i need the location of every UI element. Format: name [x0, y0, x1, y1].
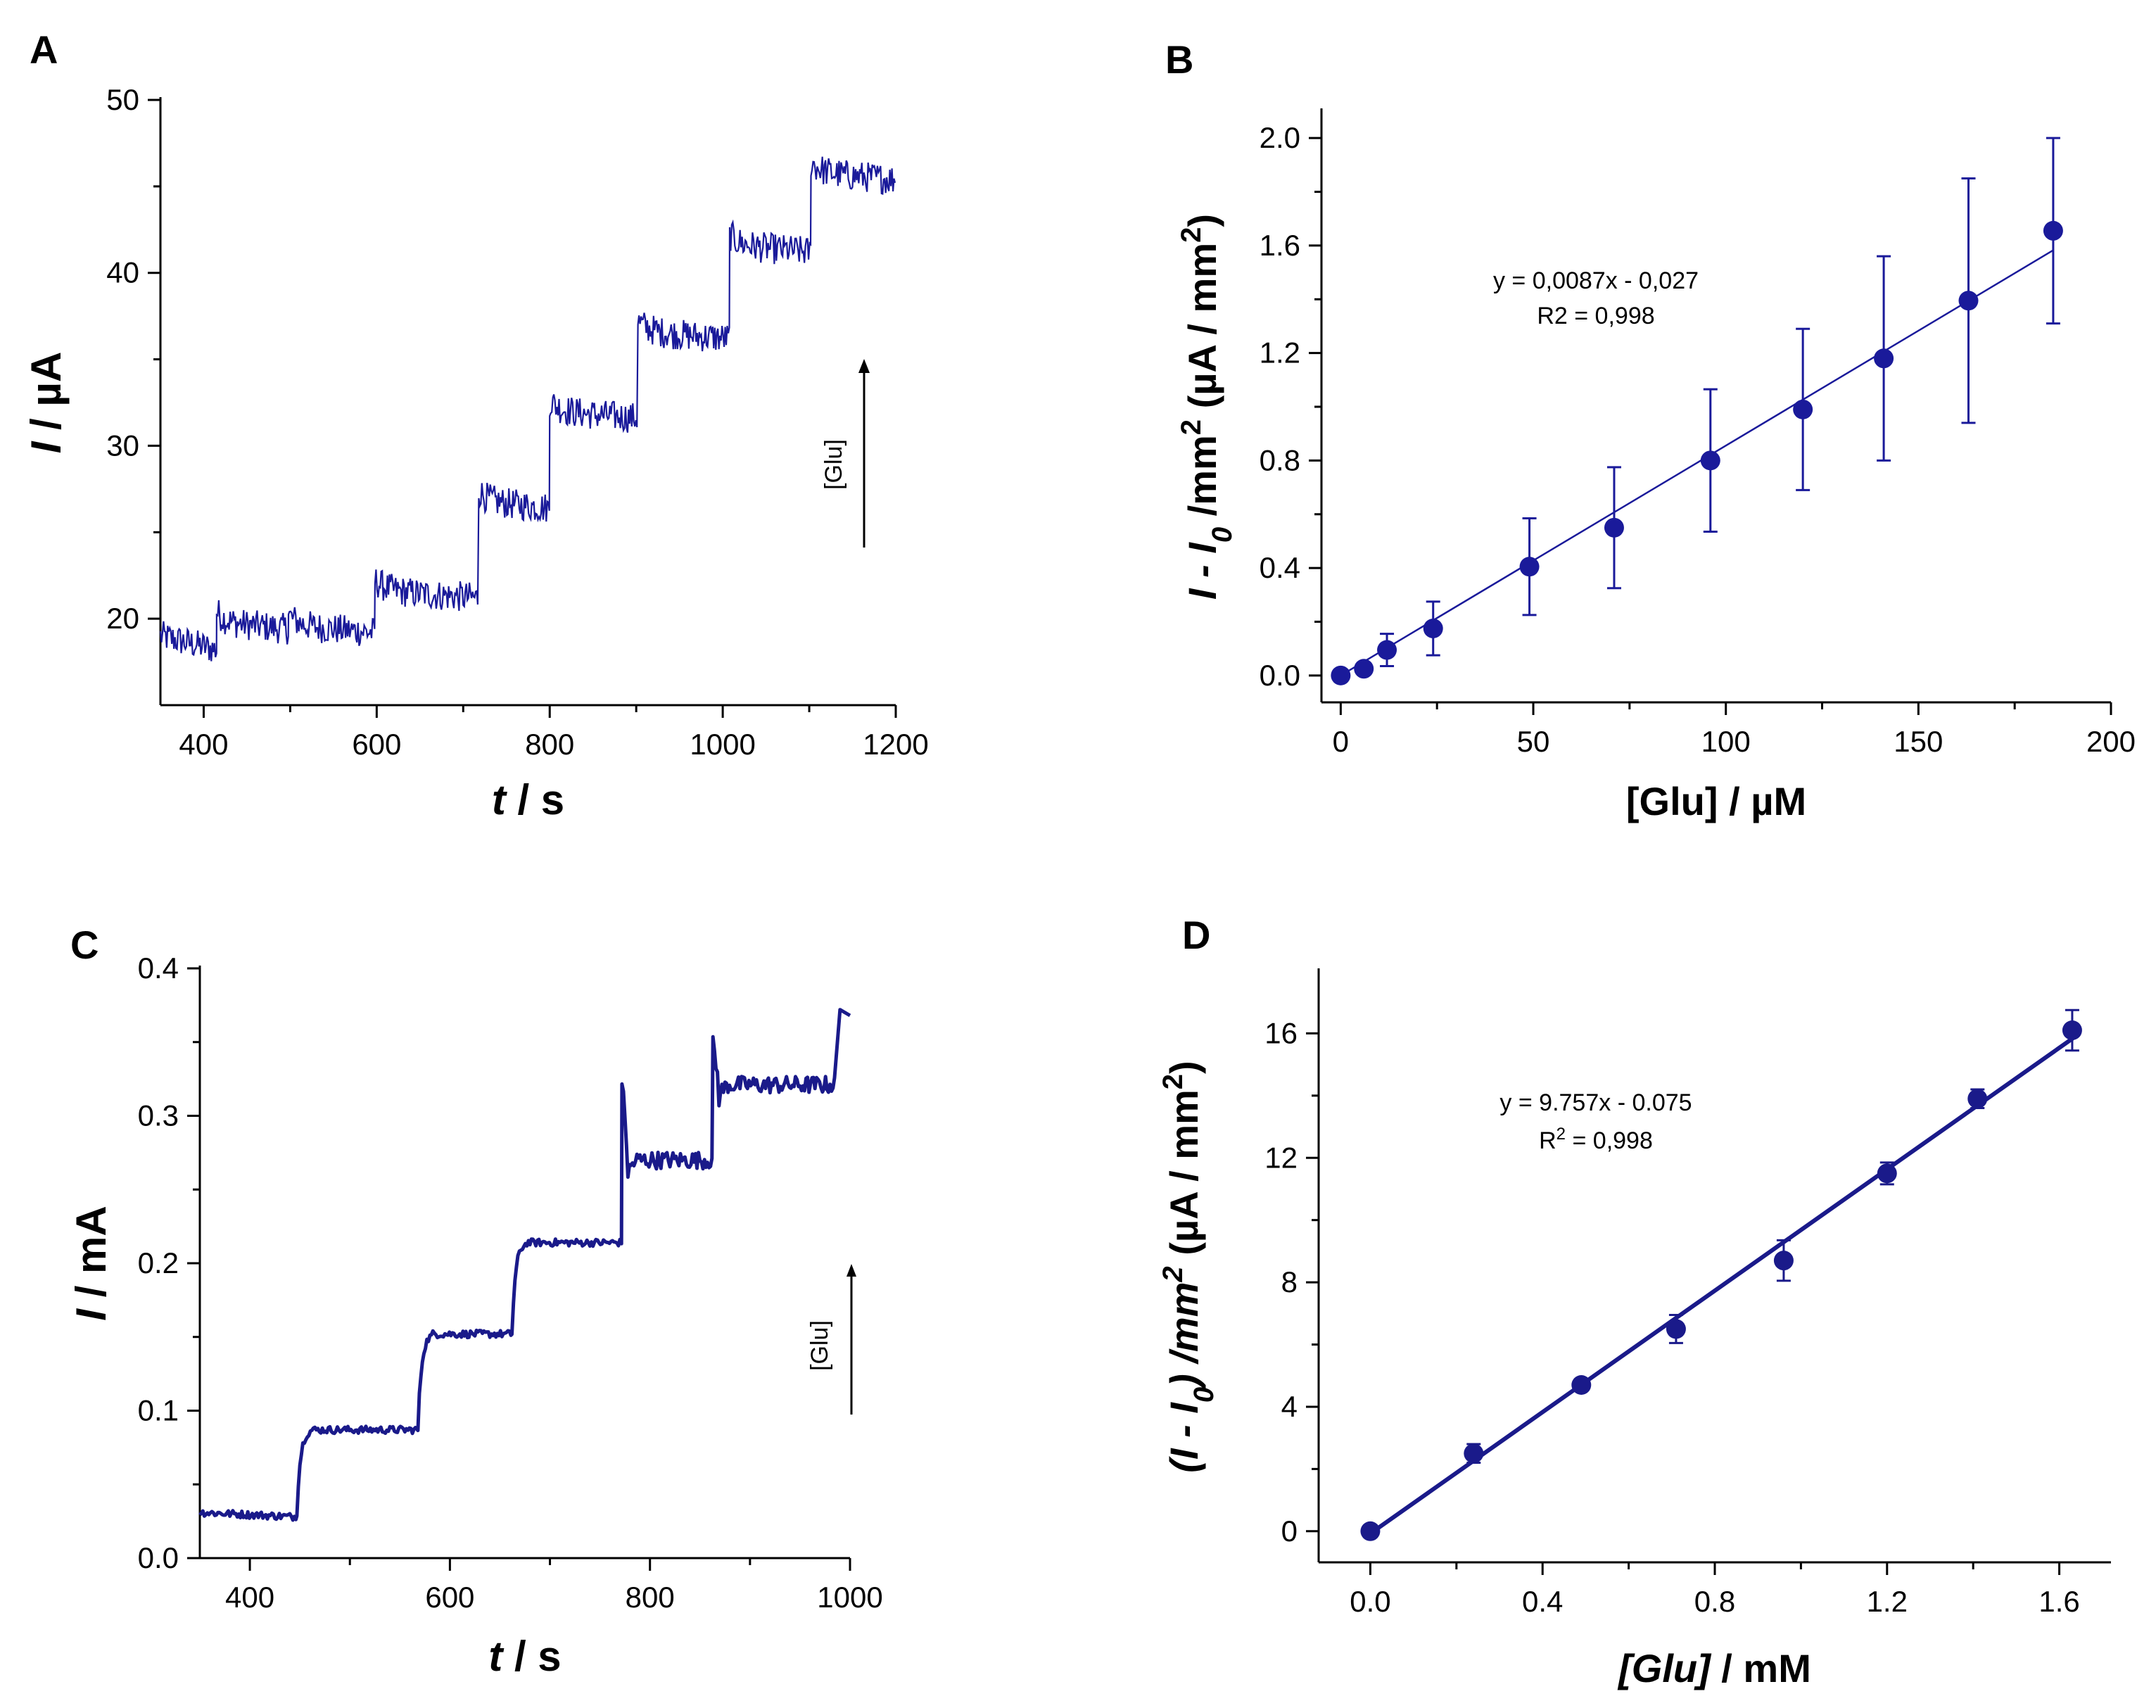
y-tick-label: 0.0: [138, 1541, 179, 1574]
y-tick-label: 0.4: [1260, 551, 1300, 584]
y-axis-title: I / mA: [68, 1206, 115, 1320]
data-point: [1354, 659, 1374, 679]
x-tick-label: 0.8: [1694, 1585, 1735, 1618]
y-tick-label: 0.2: [138, 1246, 179, 1279]
x-tick-label: 0: [1333, 725, 1349, 758]
arrow-head-icon: [846, 1264, 856, 1277]
panel-label-b: B: [1165, 37, 1193, 82]
x-tick-label: 200: [2086, 725, 2136, 758]
y-tick-label: 20: [106, 602, 139, 635]
x-tick-label: 1.2: [1867, 1585, 1908, 1618]
x-tick-label: 400: [225, 1581, 274, 1614]
x-tick-label: 50: [1517, 725, 1550, 758]
data-point: [2062, 1020, 2082, 1040]
data-point: [1877, 1163, 1897, 1184]
x-tick-label: 100: [1701, 725, 1751, 758]
fit-r2: R2 = 0,998: [1539, 1125, 1653, 1155]
data-point: [1423, 619, 1443, 638]
x-tick-label: 800: [525, 728, 574, 761]
fit-equation: y = 9.757x - 0.075: [1499, 1089, 1692, 1116]
y-tick-label: 1.6: [1260, 229, 1300, 262]
chart-panel-a: 400 600 800 1000 1200 20 30 40 50 t / s I / µA [Glu…: [23, 83, 929, 823]
y-tick-label: 2.0: [1260, 121, 1300, 154]
data-point: [2043, 220, 2063, 241]
panel-label-a: A: [30, 27, 58, 72]
data-point: [1793, 399, 1813, 419]
chart-panel-c: 400 600 800 1000 0.0 0.1 0.2 0.3 0.4 t / s I / mA […: [68, 951, 883, 1680]
y-tick-label: 16: [1264, 1016, 1298, 1049]
y-tick-label: 0.1: [138, 1394, 179, 1427]
x-axis-title: t / s: [488, 1633, 561, 1680]
x-tick-label: 0.0: [1350, 1585, 1390, 1618]
x-tick-label: 1000: [817, 1581, 882, 1614]
y-tick-label: 40: [106, 256, 139, 289]
chart-panel-d: 0.0 0.4 0.8 1.2 1.6 0 4 8 12 16 y = 9.757x - 0.075…: [1158, 968, 2111, 1690]
data-point: [1958, 291, 1979, 311]
y-tick-label: 0.0: [1260, 659, 1300, 692]
data-point: [1377, 640, 1397, 660]
data-point: [1519, 557, 1540, 577]
glu-arrow-label: [Glu]: [820, 439, 847, 490]
data-point: [1464, 1443, 1484, 1464]
x-tick-label: 800: [626, 1581, 675, 1614]
data-point: [1331, 665, 1351, 685]
data-point: [1604, 517, 1624, 538]
y-tick-label: 12: [1264, 1141, 1298, 1174]
y-tick-label: 50: [106, 83, 139, 116]
x-tick-label: 150: [1894, 725, 1943, 758]
x-tick-label: 600: [352, 728, 401, 761]
x-tick-label: 1200: [863, 728, 928, 761]
y-tick-label: 8: [1281, 1265, 1298, 1298]
x-tick-label: 1000: [690, 728, 755, 761]
data-point: [1773, 1251, 1794, 1271]
x-axis-title: [Glu] / µM: [1626, 779, 1806, 823]
x-tick-label: 0.4: [1522, 1585, 1563, 1618]
panel-label-c: C: [70, 923, 99, 967]
y-tick-label: 4: [1281, 1390, 1298, 1423]
y-axis-title: (I - I0) /mm2 (µA / mm2): [1158, 1061, 1219, 1472]
chart-panel-b: 0 50 100 150 200 0.0 0.4 0.8 1.2 1.6 2.0 y = 0,0087…: [1176, 108, 2136, 823]
x-tick-label: 600: [425, 1581, 474, 1614]
data-point: [1360, 1521, 1381, 1541]
fit-line: [1340, 249, 2054, 676]
y-axis-title: I / µA: [23, 352, 70, 454]
fit-r2: R2 = 0,998: [1537, 303, 1654, 329]
x-axis-title: [Glu] / mM: [1617, 1646, 1811, 1690]
y-tick-label: 0.4: [138, 951, 179, 985]
current-trace-line: [159, 156, 896, 662]
y-tick-label: 0: [1281, 1514, 1298, 1548]
data-point: [1666, 1319, 1686, 1339]
x-axis-title: t / s: [492, 776, 564, 823]
data-point: [1700, 450, 1720, 471]
glu-arrow-label: [Glu]: [806, 1320, 833, 1371]
x-tick-label: 1.6: [2038, 1585, 2079, 1618]
data-point: [1571, 1375, 1592, 1395]
y-tick-label: 1.2: [1260, 336, 1300, 369]
x-tick-label: 400: [179, 728, 228, 761]
panel-label-d: D: [1182, 913, 1210, 957]
current-trace-line: [198, 1008, 851, 1522]
fit-equation: y = 0,0087x - 0,027: [1493, 267, 1699, 294]
data-point: [1967, 1089, 1988, 1109]
fit-line: [1369, 1034, 2078, 1536]
y-axis-title: I - I0 /mm2 (µA / mm2): [1176, 214, 1238, 600]
data-point: [1874, 348, 1894, 369]
y-tick-label: 30: [106, 429, 139, 462]
y-tick-label: 0.3: [138, 1099, 179, 1132]
y-tick-label: 0.8: [1260, 443, 1300, 476]
arrow-head-icon: [858, 359, 870, 373]
